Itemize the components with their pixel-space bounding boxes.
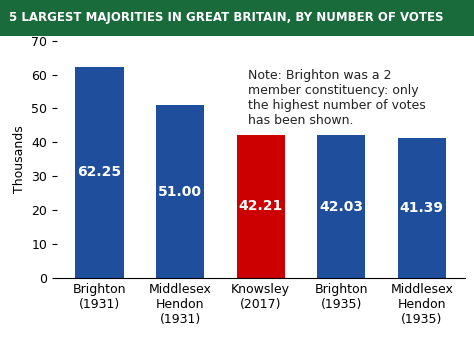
Bar: [237, 135, 285, 278]
Text: 42.21: 42.21: [238, 199, 283, 214]
Bar: [398, 138, 446, 278]
Text: 5 LARGEST MAJORITIES IN GREAT BRITAIN, BY NUMBER OF VOTES: 5 LARGEST MAJORITIES IN GREAT BRITAIN, B…: [9, 11, 444, 24]
Bar: [75, 67, 124, 278]
Text: 62.25: 62.25: [78, 165, 122, 179]
Bar: [317, 136, 365, 278]
Y-axis label: Thousands: Thousands: [13, 125, 26, 193]
Text: Note: Brighton was a 2
member constituency: only
the highest number of votes
has: Note: Brighton was a 2 member constituen…: [248, 69, 426, 127]
Text: 42.03: 42.03: [319, 200, 363, 214]
Text: 51.00: 51.00: [158, 184, 202, 199]
Text: 41.39: 41.39: [400, 201, 444, 215]
FancyBboxPatch shape: [0, 0, 474, 36]
Bar: [156, 105, 204, 278]
